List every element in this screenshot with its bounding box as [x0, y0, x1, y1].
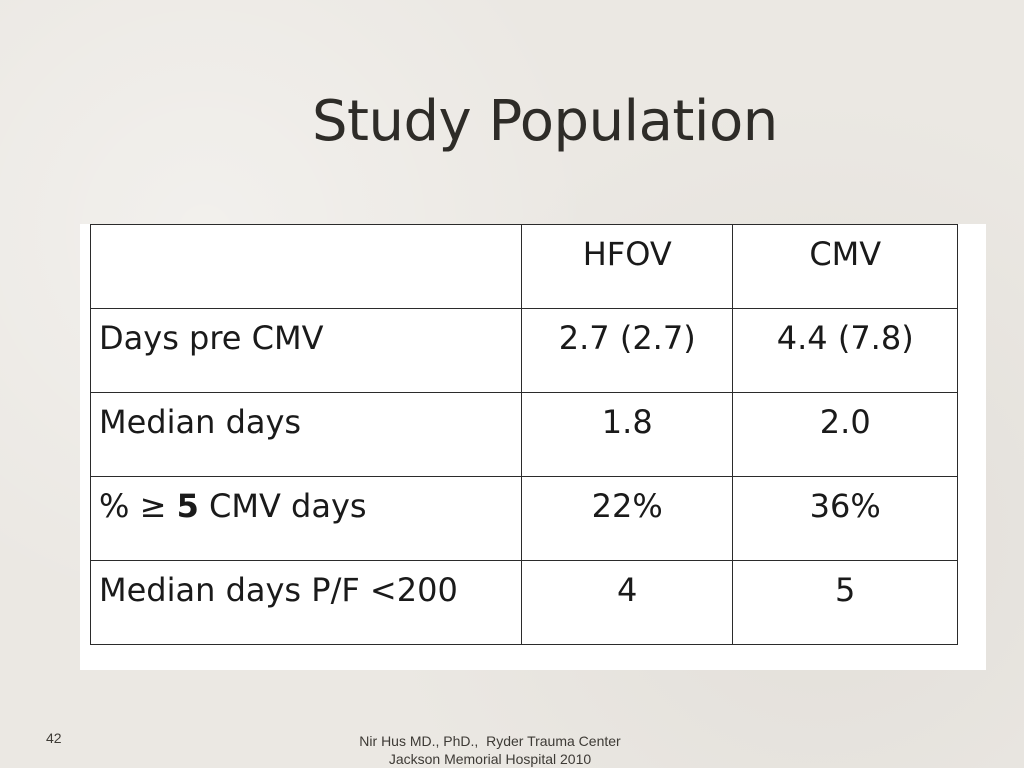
- footer-line-1: Nir Hus MD., PhD., Ryder Trauma Center: [359, 733, 621, 749]
- row-label: Days pre CMV: [90, 308, 522, 393]
- table-row: Days pre CMV 2.7 (2.7) 4.4 (7.8): [90, 308, 958, 393]
- row-label-prefix: % ≥: [99, 487, 177, 525]
- header-hfov: HFOV: [520, 224, 734, 309]
- cmv-value: 5: [732, 560, 958, 645]
- hfov-value: 1.8: [520, 392, 734, 477]
- row-label-suffix: CMV days: [198, 487, 367, 525]
- cmv-value: 2.0: [732, 392, 958, 477]
- table-header-row: HFOV CMV: [90, 224, 958, 309]
- cmv-value: 36%: [732, 476, 958, 561]
- slide-title: Study Population: [312, 89, 778, 154]
- hfov-value: 22%: [520, 476, 734, 561]
- table-panel: HFOV CMV Days pre CMV 2.7 (2.7) 4.4 (7.8…: [80, 224, 986, 670]
- footer-line-2: Jackson Memorial Hospital 2010: [388, 751, 592, 767]
- row-label: % ≥ 5 CMV days: [90, 476, 522, 561]
- row-label: Median days: [90, 392, 522, 477]
- header-empty-cell: [90, 224, 522, 309]
- hfov-value: 4: [520, 560, 734, 645]
- table-row: Median days 1.8 2.0: [90, 392, 958, 477]
- table-row: Median days P/F <200 4 5: [90, 560, 958, 645]
- row-label-bold-number: 5: [176, 487, 199, 525]
- cmv-value: 4.4 (7.8): [732, 308, 958, 393]
- page-number: 42: [46, 730, 62, 746]
- header-cmv: CMV: [732, 224, 958, 309]
- study-population-table: HFOV CMV Days pre CMV 2.7 (2.7) 4.4 (7.8…: [90, 224, 958, 645]
- footer: Nir Hus MD., PhD., Ryder Trauma Center J…: [322, 732, 658, 768]
- table-row: % ≥ 5 CMV days 22% 36%: [90, 476, 958, 561]
- row-label: Median days P/F <200: [90, 560, 522, 645]
- hfov-value: 2.7 (2.7): [520, 308, 734, 393]
